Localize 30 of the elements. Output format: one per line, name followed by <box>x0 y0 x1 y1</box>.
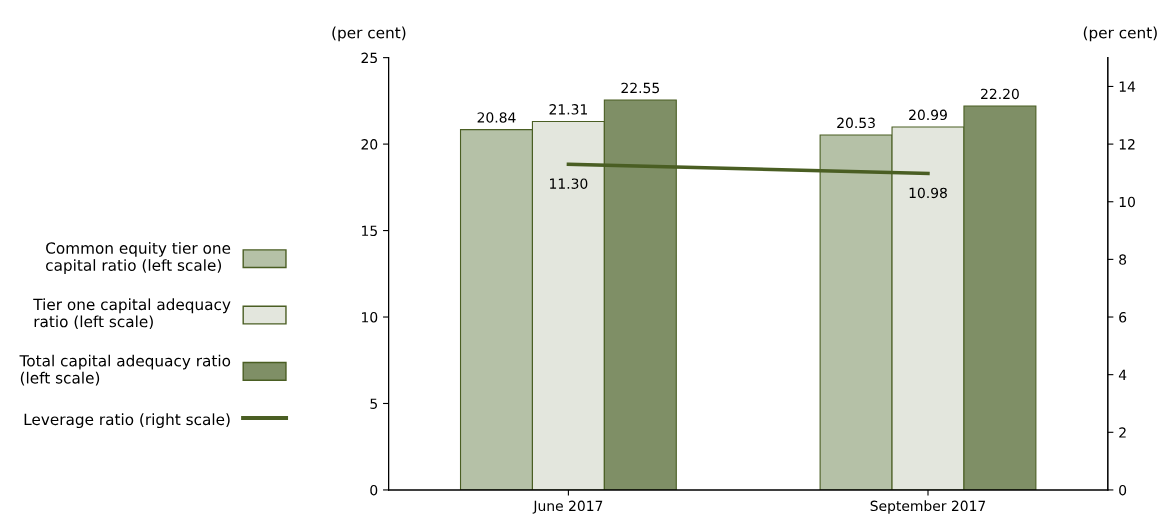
y2-tick-label: 4 <box>1118 369 1127 380</box>
y-axis-title: (per cent) <box>332 26 406 42</box>
y2-tick-label: 12 <box>1119 139 1135 150</box>
data-label: 10.98 <box>909 187 947 199</box>
y-tick-label: 0 <box>370 484 378 496</box>
y-tick-label: 10 <box>362 311 378 323</box>
legend-label: Common equity tier one capital ratio (left scale) <box>46 242 231 274</box>
y-tick-label: 5 <box>370 398 377 409</box>
y2-tick-label: 8 <box>1119 254 1127 265</box>
y2-tick-label: 2 <box>1119 427 1126 438</box>
y2-tick-label: 0 <box>1119 484 1127 496</box>
y2-tick-label: 14 <box>1119 81 1136 92</box>
y-tick-label: 20 <box>361 139 378 150</box>
x-tick-label: September 2017 <box>870 500 986 514</box>
data-label: 11.30 <box>550 178 588 189</box>
y2-axis-title: (per cent) <box>1083 26 1157 42</box>
data-label: 20.99 <box>909 109 947 121</box>
data-label: 20.53 <box>837 117 875 129</box>
data-label: 22.20 <box>981 88 1019 100</box>
legend-label: Leverage ratio (right scale) <box>24 413 230 429</box>
y-tick-label: 15 <box>362 225 377 237</box>
x-tick-label: June 2017 <box>532 500 603 514</box>
y2-tick-label: 10 <box>1119 196 1135 208</box>
data-label: 22.55 <box>621 82 659 94</box>
y2-tick-label: 6 <box>1119 311 1127 323</box>
data-label: 20.84 <box>477 112 516 123</box>
legend-label: Tier one capital adequacy ratio (left scale) <box>33 298 231 330</box>
data-label: 21.31 <box>549 104 587 115</box>
legend-label: Total capital adequacy ratio (left scale) <box>19 354 231 386</box>
y-tick-label: 25 <box>361 52 377 64</box>
